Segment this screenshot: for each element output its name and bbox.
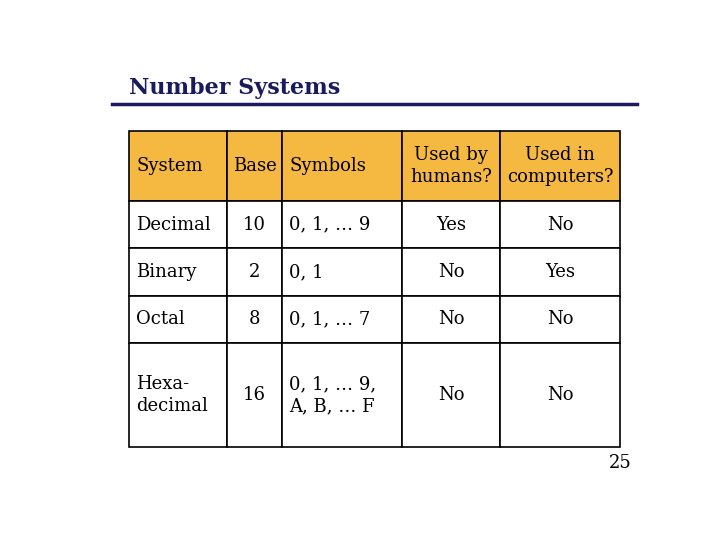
Text: Number Systems: Number Systems [129,77,341,99]
Text: Yes: Yes [436,215,466,234]
Text: 8: 8 [249,310,261,328]
Text: No: No [546,310,573,328]
Bar [282,296,402,343]
Bar [282,343,402,447]
Text: Hexa-
decimal: Hexa- decimal [136,375,208,415]
Text: Used in
computers?: Used in computers? [507,146,613,186]
Text: 16: 16 [243,386,266,404]
Text: Binary: Binary [136,263,197,281]
Bar [228,296,282,343]
Bar [228,248,282,296]
Bar [228,343,282,447]
Bar [402,248,500,296]
Text: 2: 2 [249,263,260,281]
Bar [500,296,620,343]
Bar [129,343,228,447]
Text: Yes: Yes [545,263,575,281]
Bar [500,131,620,201]
Bar [282,248,402,296]
Bar [500,248,620,296]
Text: No: No [438,263,464,281]
Bar [129,201,228,248]
Text: Symbols: Symbols [289,157,366,175]
Bar [402,201,500,248]
Text: 0, 1, … 7: 0, 1, … 7 [289,310,370,328]
Bar [402,343,500,447]
Bar [129,296,228,343]
Bar [228,131,282,201]
Text: System: System [136,157,203,175]
Text: 0, 1, … 9: 0, 1, … 9 [289,215,371,234]
Bar [402,296,500,343]
Bar [500,343,620,447]
Text: No: No [438,386,464,404]
Text: Used by
humans?: Used by humans? [410,146,492,186]
Text: Decimal: Decimal [136,215,211,234]
Text: Base: Base [233,157,276,175]
Text: No: No [546,386,573,404]
Bar [129,248,228,296]
Bar [129,131,228,201]
Text: No: No [546,215,573,234]
Text: 25: 25 [608,454,631,472]
Text: No: No [438,310,464,328]
Text: 10: 10 [243,215,266,234]
Bar [282,201,402,248]
Bar [282,131,402,201]
Bar [402,131,500,201]
Bar [500,201,620,248]
Text: 0, 1: 0, 1 [289,263,323,281]
Text: 0, 1, … 9,
A, B, … F: 0, 1, … 9, A, B, … F [289,375,377,415]
Text: Octal: Octal [136,310,185,328]
Bar [228,201,282,248]
